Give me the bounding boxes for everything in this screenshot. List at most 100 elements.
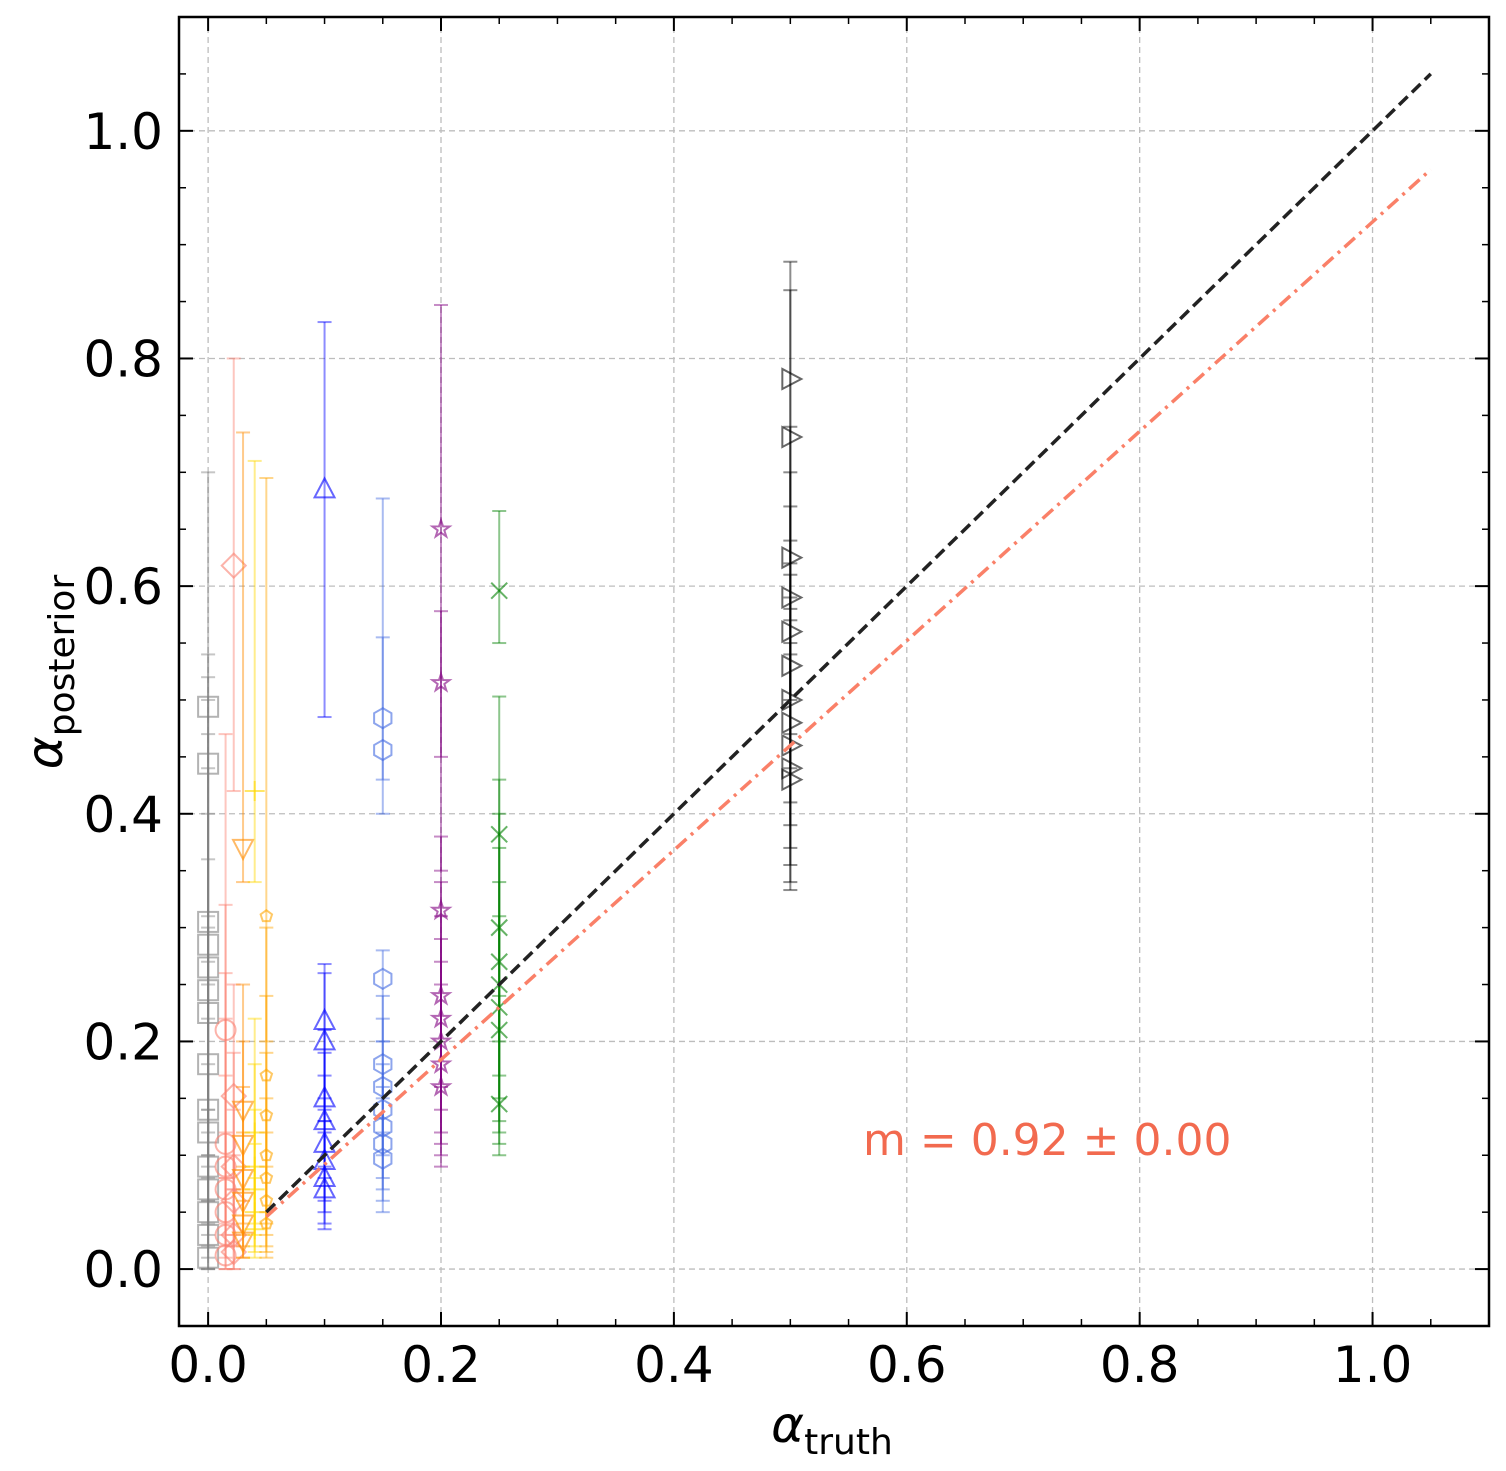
marker-stroke	[490, 1095, 508, 1113]
data-point-marker	[373, 1053, 393, 1076]
data-point-marker	[490, 581, 508, 600]
data-point-marker	[197, 1246, 220, 1269]
y-tick-label: 0.0	[83, 1241, 163, 1299]
x-axis-label: αtruth	[771, 1396, 893, 1463]
data-point-marker	[197, 695, 220, 718]
data-point-marker	[373, 1147, 393, 1170]
identity-line	[265, 72, 1433, 1214]
x-axis-label-symbol: α	[771, 1396, 804, 1454]
data-point-marker	[373, 707, 393, 730]
data-point-marker	[197, 910, 220, 933]
data-series	[220, 357, 248, 1271]
x-tick-label: 0.4	[634, 1336, 714, 1394]
data-series	[781, 260, 804, 892]
fit-line	[265, 168, 1432, 1219]
marker-stroke	[490, 825, 508, 843]
data-series	[244, 459, 265, 1259]
data-point-marker	[781, 654, 804, 678]
data-point-marker	[197, 979, 220, 1002]
data-point-marker	[220, 1187, 248, 1215]
y-axis-label-subscript: posterior	[42, 575, 83, 737]
data-point-marker	[490, 1021, 508, 1039]
data-point-marker	[197, 1201, 220, 1224]
data-point-marker	[214, 1244, 237, 1267]
y-axis-label: αposterior	[16, 575, 83, 770]
data-series	[214, 733, 237, 1271]
x-tick-label: 1.0	[1333, 1336, 1413, 1394]
data-point-marker	[312, 1085, 337, 1108]
data-point-marker	[429, 670, 453, 693]
data-point-marker	[197, 1053, 220, 1076]
data-point-marker	[312, 476, 337, 499]
data-point-marker	[244, 1202, 265, 1223]
data-point-marker	[259, 1108, 274, 1122]
data-point-marker	[231, 1169, 255, 1192]
reference-lines	[265, 72, 1433, 1219]
data-point-marker	[220, 1153, 248, 1181]
plot-frame	[177, 15, 1491, 1328]
data-point-marker	[781, 546, 804, 570]
data-point-marker	[197, 1155, 220, 1178]
marker-stroke	[490, 953, 508, 971]
data-point-marker	[197, 1121, 220, 1144]
data-point-marker	[373, 738, 393, 762]
y-tick-label: 0.4	[83, 786, 163, 844]
data-series	[231, 431, 255, 1259]
axis-ticks: 0.0 0.2 0.4 0.6 0.8 1.0 0.0 0.2 0.4 0.6 0.8 1.0	[83, 17, 1489, 1394]
data-point-marker	[781, 425, 804, 449]
data-point-marker	[373, 1115, 393, 1138]
data-point-marker	[259, 1148, 274, 1162]
data-point-marker	[197, 752, 220, 775]
marker-stroke	[490, 581, 508, 600]
data-point-marker	[220, 552, 248, 580]
data-point-marker	[259, 908, 274, 923]
data-point-marker	[197, 1001, 220, 1024]
data-point-marker	[429, 1006, 453, 1029]
data-point-marker	[231, 1214, 255, 1237]
data-point-marker	[244, 1219, 265, 1240]
plot-area	[197, 260, 804, 1271]
x-tick-label: 0.2	[401, 1336, 481, 1394]
data-point-marker	[312, 1107, 337, 1131]
data-point-marker	[781, 367, 804, 391]
marker-stroke	[490, 918, 508, 937]
data-point-marker	[429, 1074, 453, 1097]
y-tick-label: 0.6	[83, 558, 163, 616]
data-point-marker	[490, 1095, 508, 1113]
marker-stroke	[490, 1021, 508, 1039]
data-point-marker	[781, 585, 804, 610]
slope-annotation: m = 0.92 ± 0.00	[863, 1115, 1231, 1166]
data-point-marker	[244, 1179, 265, 1200]
data-point-marker	[259, 1216, 274, 1230]
data-point-marker	[244, 1156, 265, 1177]
data-series	[259, 476, 274, 1259]
data-point-marker	[490, 825, 508, 843]
data-point-marker	[244, 781, 265, 802]
data-point-marker	[373, 1132, 393, 1156]
data-point-marker	[231, 838, 255, 862]
data-point-marker	[231, 1231, 255, 1254]
data-point-marker	[781, 711, 804, 735]
data-point-marker	[781, 756, 804, 780]
data-point-marker	[312, 1028, 337, 1051]
data-point-marker	[197, 1178, 220, 1201]
x-tick-label: 0.6	[867, 1336, 947, 1394]
x-tick-label: 0.8	[1100, 1336, 1180, 1394]
data-point-marker	[490, 918, 508, 937]
data-point-marker	[429, 1052, 453, 1075]
data-point-marker	[231, 1191, 255, 1214]
data-point-marker	[244, 1122, 265, 1143]
y-tick-label: 1.0	[83, 103, 163, 161]
data-point-marker	[429, 983, 453, 1006]
data-point-marker	[312, 1176, 337, 1199]
data-series	[197, 471, 220, 1271]
data-point-marker	[373, 967, 393, 990]
data-point-marker	[197, 1098, 220, 1121]
data-point-marker	[259, 1170, 274, 1184]
data-point-marker	[231, 1134, 255, 1158]
data-point-marker	[429, 1029, 453, 1052]
data-point-marker	[231, 1100, 255, 1123]
data-point-marker	[781, 688, 804, 712]
data-point-marker	[214, 1019, 237, 1042]
